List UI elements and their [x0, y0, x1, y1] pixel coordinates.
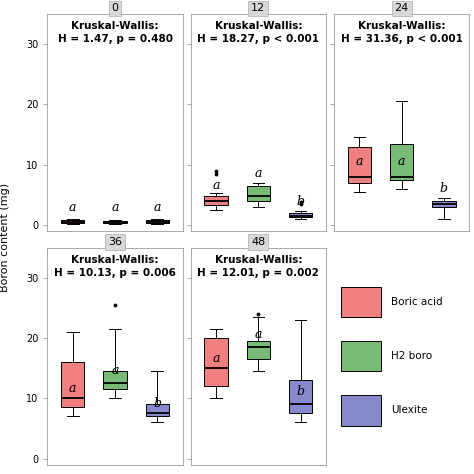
Text: Kruskal-Wallis:
H = 18.27, p < 0.001: Kruskal-Wallis: H = 18.27, p < 0.001 [197, 21, 319, 44]
Text: a: a [111, 201, 119, 214]
PathPatch shape [204, 338, 228, 386]
Title: 48: 48 [251, 237, 265, 247]
PathPatch shape [432, 201, 456, 207]
PathPatch shape [204, 196, 228, 205]
Text: a: a [69, 201, 76, 214]
PathPatch shape [390, 144, 413, 180]
PathPatch shape [103, 371, 127, 389]
PathPatch shape [348, 146, 371, 182]
FancyBboxPatch shape [341, 395, 382, 426]
PathPatch shape [61, 362, 84, 407]
Title: 12: 12 [251, 3, 265, 13]
Text: Kruskal-Wallis:
H = 31.36, p < 0.001: Kruskal-Wallis: H = 31.36, p < 0.001 [341, 21, 463, 44]
Text: a: a [111, 365, 119, 377]
PathPatch shape [289, 213, 312, 218]
Text: a: a [154, 201, 161, 214]
Text: a: a [255, 328, 262, 341]
PathPatch shape [146, 404, 169, 417]
Text: a: a [255, 166, 262, 180]
Text: b: b [153, 397, 161, 410]
FancyBboxPatch shape [341, 341, 382, 372]
Text: Kruskal-Wallis:
H = 10.13, p = 0.006: Kruskal-Wallis: H = 10.13, p = 0.006 [54, 255, 176, 278]
Text: Kruskal-Wallis:
H = 1.47, p = 0.480: Kruskal-Wallis: H = 1.47, p = 0.480 [57, 21, 173, 44]
Text: a: a [398, 155, 405, 168]
PathPatch shape [61, 220, 84, 223]
Text: a: a [356, 155, 363, 168]
PathPatch shape [246, 341, 270, 359]
PathPatch shape [103, 221, 127, 224]
PathPatch shape [289, 380, 312, 413]
Title: 24: 24 [394, 3, 409, 13]
Text: b: b [297, 195, 305, 208]
Text: Kruskal-Wallis:
H = 12.01, p = 0.002: Kruskal-Wallis: H = 12.01, p = 0.002 [197, 255, 319, 278]
PathPatch shape [246, 186, 270, 201]
Text: Boron content (mg): Boron content (mg) [0, 182, 10, 292]
PathPatch shape [146, 220, 169, 223]
Text: H2 boro: H2 boro [391, 351, 432, 361]
FancyBboxPatch shape [341, 287, 382, 317]
Text: a: a [212, 179, 220, 191]
Title: 0: 0 [111, 3, 118, 13]
Text: b: b [297, 385, 305, 398]
Text: b: b [440, 182, 448, 195]
Text: a: a [212, 352, 220, 365]
Text: Boric acid: Boric acid [391, 297, 442, 307]
Title: 36: 36 [108, 237, 122, 247]
Text: a: a [69, 383, 76, 395]
Text: Ulexite: Ulexite [391, 405, 427, 415]
